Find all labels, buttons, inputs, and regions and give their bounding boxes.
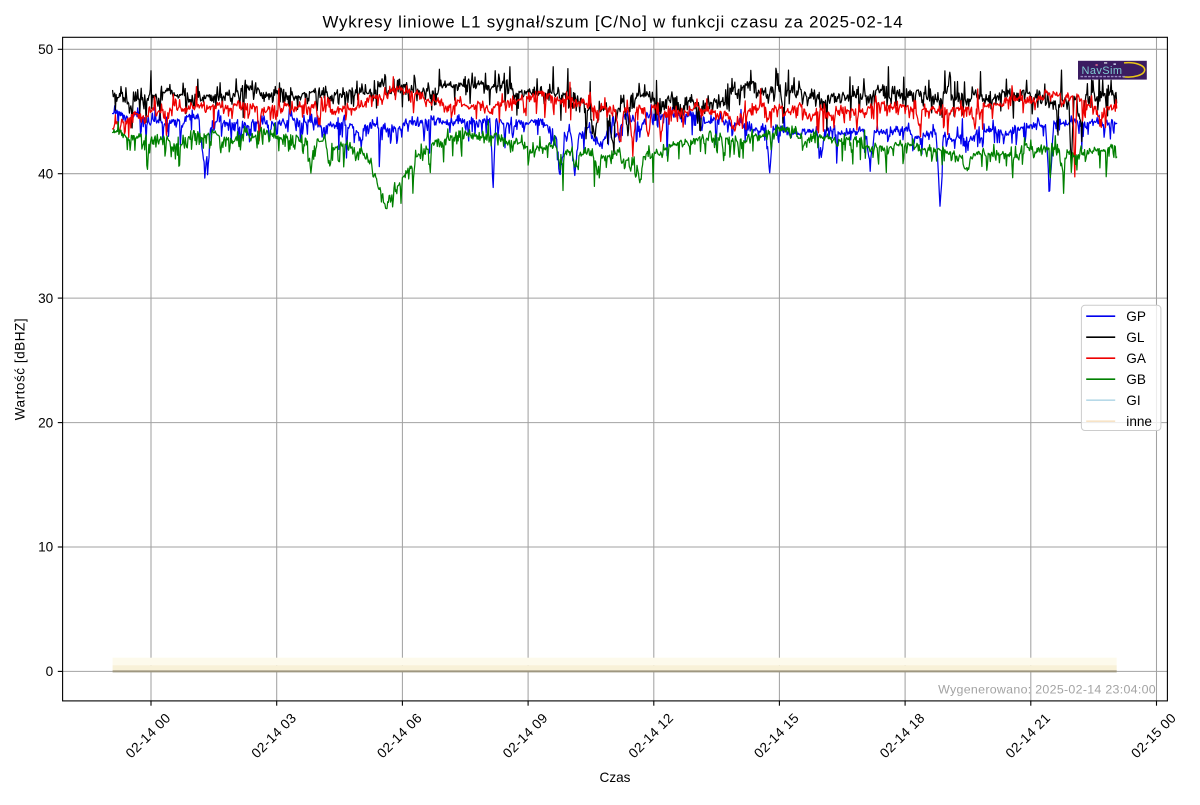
svg-text:10: 10: [38, 540, 54, 555]
svg-text:Wartość [dBHZ]: Wartość [dBHZ]: [12, 318, 27, 420]
svg-text:GI: GI: [1126, 393, 1140, 408]
svg-text:30: 30: [38, 291, 54, 306]
svg-text:NavSim: NavSim: [1082, 65, 1123, 77]
svg-text:GB: GB: [1126, 372, 1146, 387]
svg-text:inne: inne: [1126, 414, 1152, 429]
svg-text:50: 50: [38, 42, 54, 57]
svg-text:0: 0: [46, 664, 54, 679]
svg-text:Wygenerowano: 2025-02-14 23:04: Wygenerowano: 2025-02-14 23:04:00: [938, 682, 1156, 696]
svg-text:40: 40: [38, 166, 54, 181]
svg-text:GL: GL: [1126, 330, 1145, 345]
svg-text:GP: GP: [1126, 309, 1146, 324]
svg-text:GA: GA: [1126, 351, 1147, 366]
svg-text:Wykresy liniowe L1 sygnał/szum: Wykresy liniowe L1 sygnał/szum [C/No] w …: [323, 12, 904, 31]
svg-text:Czas: Czas: [600, 770, 631, 785]
svg-text:20: 20: [38, 415, 54, 430]
